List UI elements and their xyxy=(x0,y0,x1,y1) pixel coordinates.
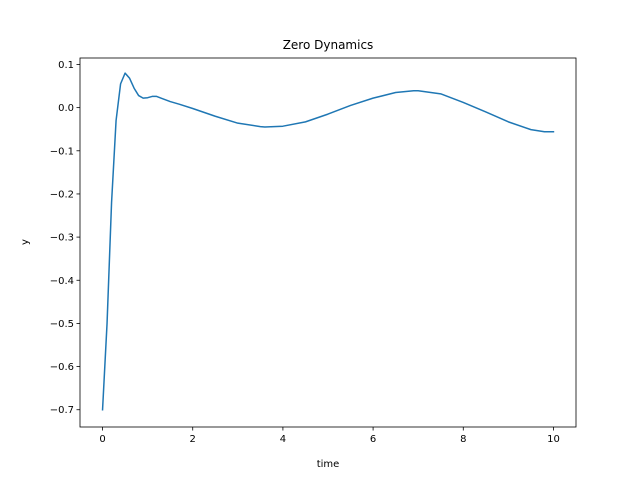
y-tick-label: 0.1 xyxy=(58,60,74,71)
y-tick-label: −0.5 xyxy=(50,319,74,330)
x-tick-label: 0 xyxy=(99,434,105,445)
x-tick-label: 8 xyxy=(460,434,466,445)
x-tick-label: 2 xyxy=(190,434,196,445)
y-tick-label: −0.7 xyxy=(50,405,74,416)
plot-area: 0 2 4 6 8 10 0.1 0.0 −0.1 −0.2 −0.3 −0.4 −0.5 −0.6 −0.… xyxy=(50,57,577,445)
x-tick-label: 10 xyxy=(547,434,560,445)
y-axis-label: y xyxy=(20,239,31,245)
x-tick-label: 6 xyxy=(370,434,376,445)
y-tick-label: −0.4 xyxy=(50,276,74,287)
y-tick-label: 0.0 xyxy=(58,103,74,114)
y-tick-label: −0.2 xyxy=(50,189,74,200)
x-axis-label: time xyxy=(317,459,340,470)
series-line-0 xyxy=(101,72,555,411)
axes-frame xyxy=(79,57,577,428)
x-tick-label: 4 xyxy=(280,434,286,445)
y-tick-label: −0.6 xyxy=(50,362,74,373)
y-tick-label: −0.3 xyxy=(50,233,74,244)
chart-title: Zero Dynamics xyxy=(283,38,374,52)
y-tick-label: −0.1 xyxy=(50,146,74,157)
